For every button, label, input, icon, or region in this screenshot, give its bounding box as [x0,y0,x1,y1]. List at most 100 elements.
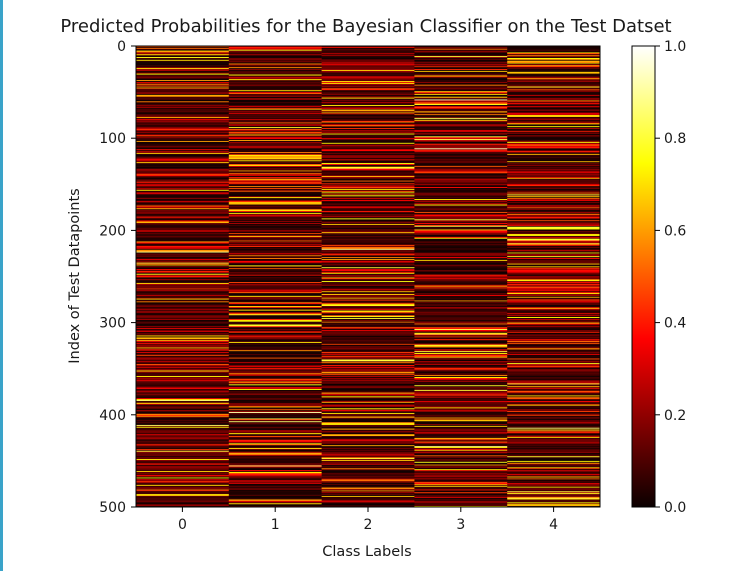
heatmap-cell [228,361,322,363]
heatmap-cell [228,481,322,483]
heatmap-cell [321,115,415,117]
heatmap-cell [507,447,601,449]
heatmap-cell [136,263,230,265]
heatmap-cell [507,493,601,495]
heatmap-cell [321,276,415,278]
heatmap-cell [507,52,601,54]
heatmap-cell [414,141,508,144]
heatmap-cell [136,390,230,393]
heatmap-cell [321,164,415,167]
heatmap-cell [321,448,415,451]
heatmap-cell [321,371,415,373]
heatmap-cell [136,236,230,239]
heatmap-cell [414,251,508,253]
heatmap-cell [507,129,601,132]
heatmap-cell [321,129,415,132]
heatmap-cell [507,476,601,478]
heatmap-cell [136,154,230,157]
heatmap-cell [228,86,322,88]
heatmap-cell [136,124,230,126]
heatmap-cell [507,143,601,146]
heatmap-cell [321,177,415,180]
heatmap-cell [321,323,415,325]
heatmap-cell [321,147,415,149]
heatmap-cell [136,235,230,237]
heatmap-cell [414,413,508,416]
heatmap-cell [228,336,322,338]
heatmap-cell [507,100,601,102]
heatmap-cell [507,273,601,276]
heatmap-cell [136,94,230,97]
heatmap-cell [507,181,601,183]
heatmap-cell [507,367,601,370]
heatmap-cell [507,380,601,382]
heatmap-cell [321,228,415,230]
heatmap-cell [507,106,601,109]
heatmap-cell [414,80,508,82]
heatmap-cell [507,481,601,483]
heatmap-cell [321,186,415,188]
heatmap-cell [414,130,508,133]
heatmap-cell [414,432,508,434]
heatmap-cell [136,369,230,371]
heatmap-cell [321,492,415,494]
heatmap-cell [414,157,508,159]
heatmap-cell [228,255,322,257]
heatmap-cell [414,275,508,277]
heatmap-cell [507,206,601,208]
heatmap-cell [136,389,230,392]
heatmap-cell [321,348,415,350]
heatmap-cell [414,193,508,195]
heatmap-cell [136,486,230,488]
heatmap-cell [228,400,322,403]
heatmap-cell [228,321,322,323]
heatmap-cell [228,79,322,81]
heatmap-cell [321,440,415,442]
heatmap-cell [321,61,415,63]
heatmap-cell [321,176,415,179]
heatmap-cell [136,491,230,493]
heatmap-cell [136,317,230,319]
heatmap-cell [136,250,230,252]
heatmap-cell [228,357,322,359]
heatmap-cell [136,264,230,266]
heatmap-cell [321,466,415,468]
heatmap-cell [414,319,508,322]
heatmap-cell [321,111,415,113]
heatmap-cell [507,46,601,48]
heatmap-cell [507,266,601,268]
heatmap-cell [321,431,415,433]
heatmap-cell [228,341,322,344]
heatmap-cell [228,46,322,49]
heatmap-cell [321,223,415,226]
heatmap-cell [136,217,230,219]
heatmap-cell [507,382,601,384]
heatmap-cell [414,69,508,71]
heatmap-cell [414,216,508,218]
heatmap-cell [507,175,601,177]
heatmap-cell [321,116,415,118]
heatmap-cell [414,105,508,107]
heatmap-cell [321,48,415,51]
heatmap-cell [414,415,508,417]
heatmap-cell [228,447,322,450]
heatmap-cell [136,107,230,110]
heatmap-cell [507,436,601,439]
heatmap-cell [136,447,230,450]
heatmap-cell [414,350,508,352]
heatmap-cell [414,255,508,257]
heatmap-cell [414,194,508,196]
heatmap-cell [507,75,601,77]
heatmap-cell [507,267,601,269]
heatmap-cell [321,390,415,393]
heatmap-cell [507,89,601,91]
heatmap-cell [507,161,601,163]
heatmap-cell [136,158,230,160]
heatmap-cell [507,413,601,416]
heatmap-cell [228,504,322,506]
heatmap-cell [136,299,230,301]
heatmap-cell [228,265,322,267]
heatmap-cell [228,320,322,323]
heatmap-cell [321,69,415,71]
heatmap-cell [136,419,230,421]
